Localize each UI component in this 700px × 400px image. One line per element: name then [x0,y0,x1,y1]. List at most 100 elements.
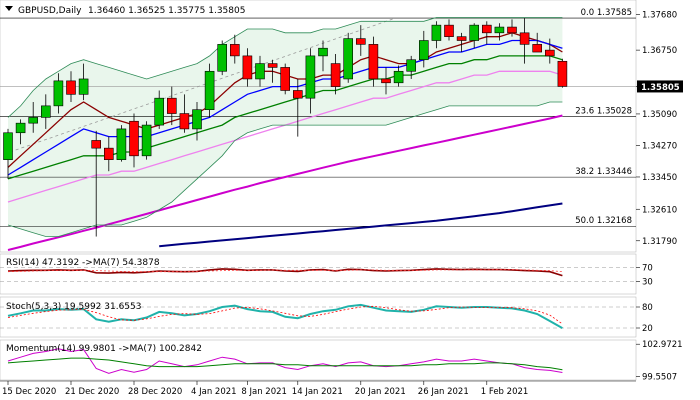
candle-body [204,70,215,111]
ma-navy-line [159,202,563,248]
candle-body [456,36,467,41]
candle [343,32,354,83]
y-tick-label: 102.9721 [642,340,683,350]
candle-body [230,44,240,57]
candle-body [532,44,543,53]
candle-body [330,63,341,87]
candle [129,113,139,168]
candle-body [343,38,354,80]
candle-body [481,24,492,34]
candle-body [280,67,291,91]
candle [469,23,480,49]
fib-level-label: 38.2 1.33446 [575,167,632,177]
candle [40,94,51,129]
stoch-y-axis: 80 20 [636,303,653,334]
momentum-y-axis: 102.9721 99.5507 [636,340,683,383]
candle [91,130,101,237]
candle-body [355,38,366,45]
candle-body [154,97,164,126]
candle-body [53,80,64,107]
x-tick-label: 14 Jan 2021 [292,387,343,397]
candle [330,53,341,95]
ma-green-line [7,55,563,180]
candle [406,55,417,79]
candle-body [507,26,517,34]
candle [28,102,39,133]
candle [78,63,89,101]
candle-body [15,122,26,134]
candle [456,32,467,53]
candle-body [557,60,568,87]
candle [179,94,190,133]
x-tick-label: 1 Feb 2021 [481,387,529,397]
y-tick-label: 1.35090 [642,110,677,120]
rsi-label: RSI(14) 47.3192 ->MA(7) 54.3878 [6,258,160,268]
candle-body [129,120,139,157]
candle [154,90,164,129]
candle-body [242,55,253,80]
candle-body [116,128,127,160]
candle [381,67,391,95]
candle [544,38,555,64]
candle [355,25,366,56]
last-price-tag [637,80,683,93]
candle-body [393,70,404,84]
symbol-label: GBPUSD,Daily [18,6,82,16]
candle-body [406,59,417,72]
fib-level-label: 0.0 1.37585 [581,8,632,18]
candle [280,63,291,95]
candle [15,119,26,145]
candle-body [141,124,152,157]
candle [318,40,328,72]
x-axis: 15 Dec 2020 21 Dec 2020 28 Dec 2020 4 Jan 2… [0,380,636,397]
candle [116,125,127,162]
candle [255,55,265,87]
ma-magenta-line [7,114,563,251]
x-tick-label: 8 Jan 2021 [241,387,287,397]
candle [167,86,177,126]
rsi-panel: RSI(14) 47.3192 ->MA(7) 54.3878 [0,253,637,295]
candle-body [318,47,328,57]
x-tick-label: 28 Dec 2020 [128,387,182,397]
candle [557,58,568,88]
x-tick-label: 21 Dec 2020 [65,387,119,397]
candle-body [305,55,316,99]
candle [507,19,517,37]
y-tick-label: 30 [642,278,653,288]
candle [217,40,227,76]
y-tick-label: 1.37680 [642,10,677,20]
candle [242,48,253,87]
candle-body [192,109,202,130]
bollinger-lower-line [7,101,563,237]
momentum-ma-line [7,357,563,371]
candle [494,23,505,41]
y-tick-label: 1.34270 [642,141,677,151]
candle [66,71,76,103]
main-y-axis: 1.376801.367501.358001.350901.342701.334… [636,10,683,247]
ohlc-text: 1.36460 1.36525 1.35775 1.35805 [88,6,245,16]
collapse-arrow-icon[interactable] [5,6,13,11]
x-tick-label: 4 Jan 2021 [191,387,237,397]
y-tick-label: 80 [642,303,653,313]
candle [532,32,543,53]
candle [3,128,13,179]
trend-line [9,17,396,153]
candle-body [431,24,442,41]
candle-body [104,147,114,160]
candle-body [381,78,391,84]
rsi-ma-line [7,269,563,273]
x-tick-label: 20 Jan 2021 [355,387,406,397]
rsi-line [7,268,563,277]
bollinger-upper-line [7,17,563,118]
fib-level-label: 23.6 1.35028 [575,106,632,116]
candle-body [418,40,429,61]
candle-body [494,26,505,34]
candle [418,30,429,68]
candle-body [267,63,278,68]
momentum-label: Momentum(14) 99.9801 ->MA(7) 100.2842 [6,344,202,354]
momentum-panel: Momentum(14) 99.9801 ->MA(7) 100.2842 [0,339,637,381]
stoch-d-line [7,305,563,325]
candle [104,136,114,172]
